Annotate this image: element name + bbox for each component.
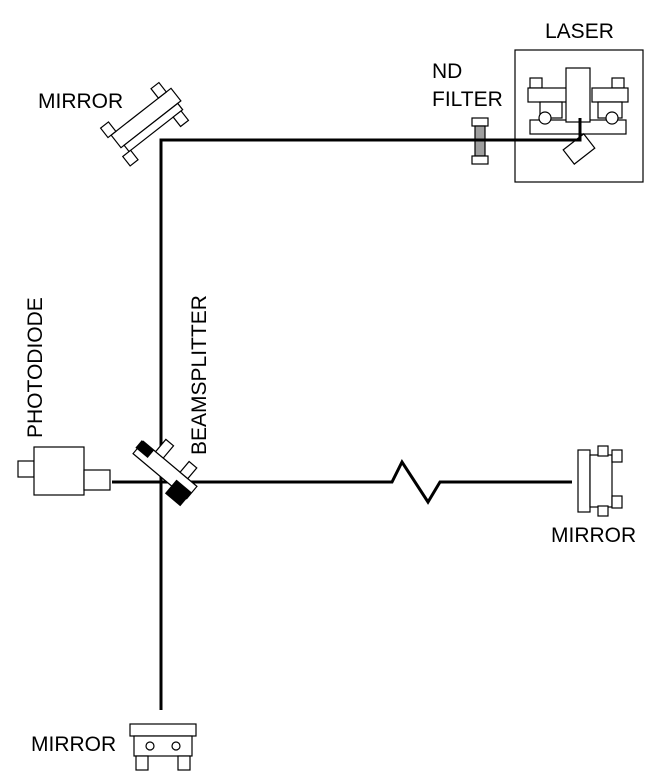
- photodiode-label: PHOTODIODE: [24, 297, 47, 438]
- laser-label: LASER: [545, 20, 614, 43]
- beamsplitter: [132, 438, 198, 507]
- nd-filter-label-line2: FILTER: [432, 88, 503, 111]
- photodiode: [17, 446, 111, 496]
- mirror-right: [577, 445, 623, 517]
- beamsplitter-label: BEAMSPLITTER: [188, 295, 211, 455]
- mirror-top-left: [99, 81, 190, 167]
- laser-tube: [565, 67, 591, 123]
- laser-assembly: [514, 49, 644, 183]
- mirror-bottom: [129, 723, 197, 771]
- nd-filter-label-line1: ND: [432, 60, 462, 83]
- laser-beam: [112, 118, 582, 710]
- mirror-bottom-label: MIRROR: [31, 733, 116, 756]
- mirror-top-left-label: MIRROR: [38, 90, 123, 113]
- mirror-right-label: MIRROR: [551, 524, 636, 547]
